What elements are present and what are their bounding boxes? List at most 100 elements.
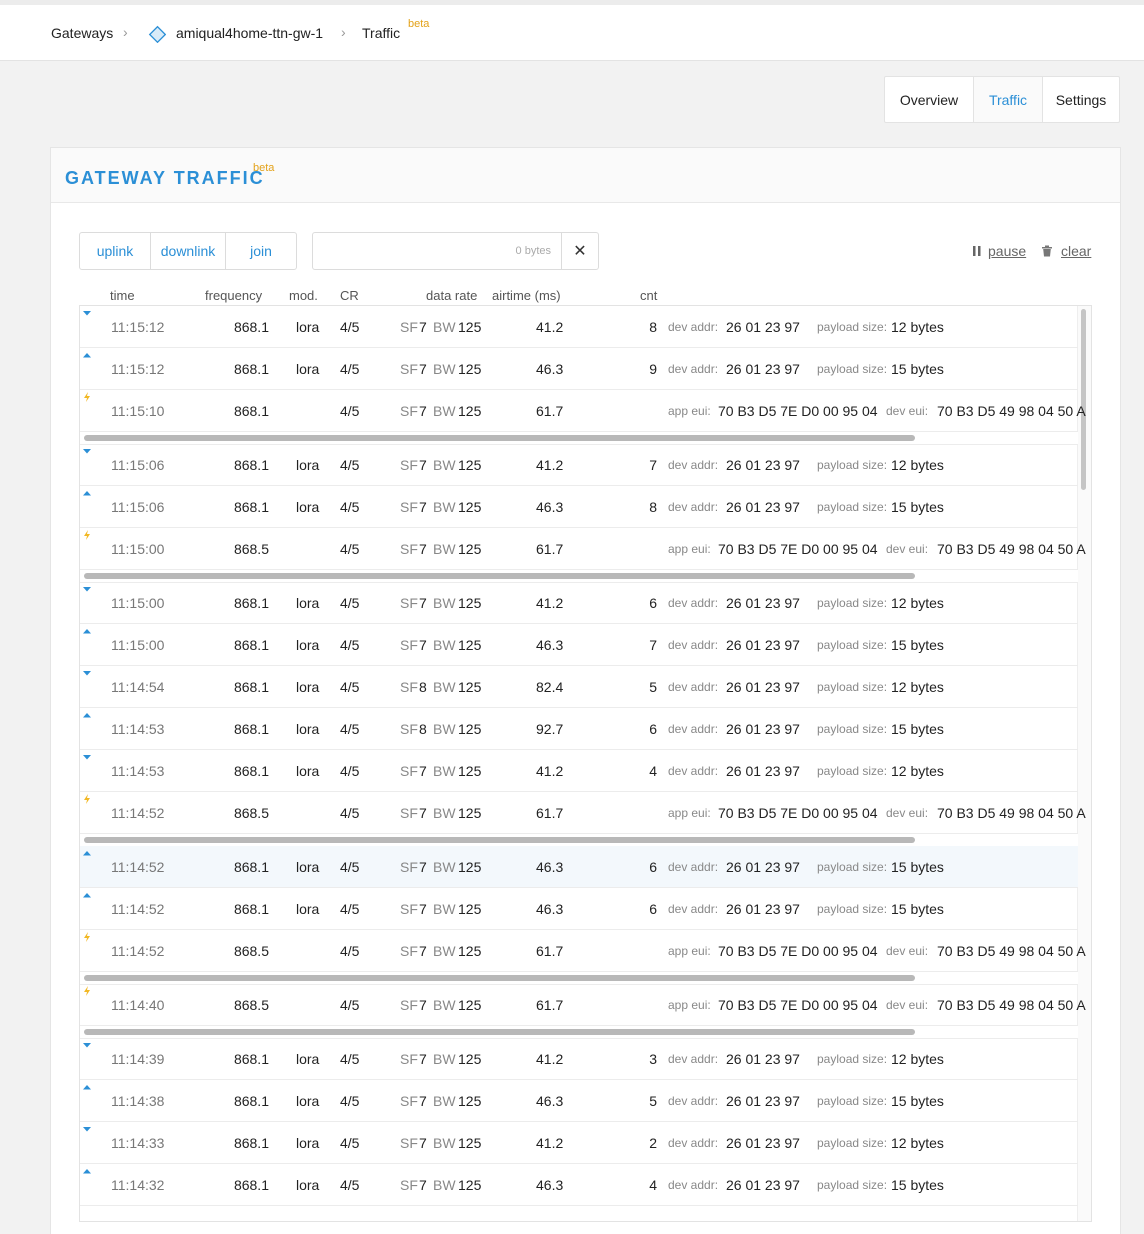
trash-icon (1042, 245, 1052, 257)
traffic-row[interactable]: 11:15:06 868.1 lora 4/5 SF 7 BW 125 46.3 8 dev add… (80, 486, 1078, 528)
traffic-row[interactable]: 11:15:12 868.1 lora 4/5 SF 7 BW 125 46.3 9 dev add… (80, 348, 1078, 390)
beta-badge: beta (253, 162, 275, 174)
clear-search-button[interactable]: ✕ (561, 233, 598, 269)
dev-addr-label: dev addr: (668, 902, 719, 916)
search-input[interactable]: 0 bytes ✕ (312, 232, 599, 270)
tab-settings[interactable]: Settings (1055, 91, 1107, 108)
app-eui-label: app eui: (668, 404, 711, 418)
horizontal-scrollbar[interactable] (80, 432, 1078, 445)
traffic-row[interactable]: 11:15:00 868.1 lora 4/5 SF 7 BW 125 41.2 6 dev add… (80, 582, 1078, 624)
row-count: 2 (649, 1135, 657, 1151)
row-time: 11:14:38 (111, 1093, 165, 1109)
row-frequency: 868.1 (233, 679, 269, 695)
row-coding-rate: 4/5 (340, 595, 360, 611)
scrollbar-thumb[interactable] (84, 837, 915, 843)
scrollbar-thumb[interactable] (84, 1029, 915, 1035)
bw-label: BW (433, 1177, 456, 1193)
downlink-arrow-icon (83, 587, 91, 592)
row-dev-addr: 26 01 23 97 (726, 595, 800, 611)
uplink-arrow-icon (83, 713, 91, 718)
gateway-traffic-panel: GATEWAY TRAFFIC beta uplink downlink joi… (50, 147, 1121, 1234)
chevron-right-icon: › (123, 24, 128, 40)
filter-uplink[interactable]: uplink (80, 233, 151, 269)
chevron-right-icon: › (341, 24, 346, 40)
row-modulation: lora (296, 859, 320, 875)
row-coding-rate: 4/5 (340, 1135, 360, 1151)
traffic-row[interactable]: 11:14:40 868.5 4/5 SF 7 BW 125 61.7 app eui: 70 B… (80, 984, 1086, 1026)
tab-traffic[interactable]: Traffic (974, 77, 1043, 122)
traffic-row[interactable]: 11:14:54 868.1 lora 4/5 SF 8 BW 125 82.4 5 dev add… (80, 666, 1078, 708)
column-cr: CR (340, 288, 359, 303)
horizontal-scrollbar[interactable] (80, 972, 1078, 985)
traffic-row[interactable]: 11:14:52 868.5 4/5 SF 7 BW 125 61.7 app eui: 70 B… (80, 930, 1086, 972)
traffic-row[interactable]: 11:14:32 868.1 lora 4/5 SF 7 BW 125 46.3 4 dev add… (80, 1164, 1078, 1206)
horizontal-scrollbar[interactable] (80, 1026, 1078, 1039)
row-payload-size: 15 bytes (891, 901, 944, 917)
payload-size-label: payload size: (817, 722, 888, 736)
row-modulation: lora (296, 457, 320, 473)
row-coding-rate: 4/5 (340, 637, 360, 653)
row-dev-eui: 70 B3 D5 49 98 04 50 A (937, 805, 1086, 821)
traffic-row[interactable]: 11:14:33 868.1 lora 4/5 SF 7 BW 125 41.2 2 dev add… (80, 1122, 1078, 1164)
row-frequency: 868.1 (233, 1177, 269, 1193)
traffic-row[interactable]: 11:15:00 868.1 lora 4/5 SF 7 BW 125 46.3 7 dev add… (80, 624, 1078, 666)
traffic-row[interactable]: 11:14:52 868.1 lora 4/5 SF 7 BW 125 46.3 6 dev add… (80, 846, 1078, 888)
row-count: 9 (649, 361, 657, 377)
traffic-row[interactable]: 11:15:10 868.1 4/5 SF 7 BW 125 61.7 app eui: 70 B… (80, 390, 1086, 432)
row-time: 11:15:00 (111, 541, 165, 557)
row-spreading-factor: 7 (419, 1093, 427, 1109)
scrollbar-thumb[interactable] (84, 435, 915, 441)
downlink-arrow-icon (83, 755, 91, 760)
scrollbar-thumb[interactable] (84, 573, 915, 579)
row-count: 5 (649, 1093, 657, 1109)
breadcrumb-gateway-id[interactable]: amiqual4home-ttn-gw-1 (176, 25, 324, 41)
row-dev-addr: 26 01 23 97 (726, 457, 800, 473)
row-bandwidth: 125 (458, 805, 482, 821)
row-payload-size: 12 bytes (891, 319, 944, 335)
filter-downlink[interactable]: downlink (151, 233, 226, 269)
traffic-row[interactable]: 11:15:00 868.5 4/5 SF 7 BW 125 61.7 app eui: 70 B… (80, 528, 1086, 570)
traffic-row[interactable]: 11:14:52 868.5 4/5 SF 7 BW 125 61.7 app eui: 70 B… (80, 792, 1086, 834)
row-modulation: lora (296, 361, 320, 377)
traffic-row[interactable]: 11:15:12 868.1 lora 4/5 SF 7 BW 125 41.2 8 dev add… (80, 306, 1078, 348)
horizontal-scrollbar[interactable] (80, 570, 1078, 583)
row-bandwidth: 125 (458, 637, 482, 653)
filter-join[interactable]: join (250, 243, 272, 259)
row-time: 11:15:00 (111, 595, 165, 611)
scrollbar-thumb[interactable] (84, 975, 915, 981)
row-frequency: 868.1 (233, 1093, 269, 1109)
sf-label: SF (400, 541, 418, 557)
row-airtime: 46.3 (536, 1177, 564, 1193)
bw-label: BW (433, 763, 456, 779)
row-time: 11:14:52 (111, 901, 165, 917)
row-modulation: lora (296, 1177, 320, 1193)
breadcrumb-gateways[interactable]: Gateways (51, 25, 114, 41)
row-spreading-factor: 7 (419, 763, 427, 779)
traffic-row[interactable]: 11:14:52 868.1 lora 4/5 SF 7 BW 125 46.3 6 dev add… (80, 888, 1078, 930)
traffic-row[interactable]: 11:14:38 868.1 lora 4/5 SF 7 BW 125 46.3 5 dev add… (80, 1080, 1078, 1122)
row-dev-addr: 26 01 23 97 (726, 1093, 800, 1109)
row-coding-rate: 4/5 (340, 901, 360, 917)
row-bandwidth: 125 (458, 457, 482, 473)
dev-addr-label: dev addr: (668, 1052, 719, 1066)
row-app-eui: 70 B3 D5 7E D0 00 95 04 (718, 541, 878, 557)
scrollbar-thumb[interactable] (1081, 309, 1086, 490)
downlink-arrow-icon (83, 1043, 91, 1048)
row-count: 6 (649, 721, 657, 737)
row-frequency: 868.5 (233, 943, 269, 959)
dev-addr-label: dev addr: (668, 596, 719, 610)
vertical-scrollbar[interactable] (1077, 306, 1091, 1221)
row-airtime: 61.7 (536, 541, 564, 557)
traffic-row[interactable]: 11:14:53 868.1 lora 4/5 SF 8 BW 125 92.7 6 dev add… (80, 708, 1078, 750)
tab-overview[interactable]: Overview (885, 77, 974, 122)
lightning-icon (84, 794, 90, 804)
bw-label: BW (433, 595, 456, 611)
traffic-row[interactable]: 11:14:53 868.1 lora 4/5 SF 7 BW 125 41.2 4 dev add… (80, 750, 1078, 792)
traffic-row[interactable]: 11:14:39 868.1 lora 4/5 SF 7 BW 125 41.2 3 dev add… (80, 1038, 1078, 1080)
clear-button[interactable]: clear (1061, 243, 1092, 259)
traffic-table[interactable]: 11:15:12 868.1 lora 4/5 SF 7 BW 125 41.2 8 dev add… (79, 305, 1092, 1222)
breadcrumb: Gateways › amiqual4home-ttn-gw-1 › Traff… (0, 5, 1144, 61)
pause-button[interactable]: pause (988, 243, 1027, 259)
row-count: 3 (649, 1051, 657, 1067)
traffic-row[interactable]: 11:15:06 868.1 lora 4/5 SF 7 BW 125 41.2 7 dev add… (80, 444, 1078, 486)
